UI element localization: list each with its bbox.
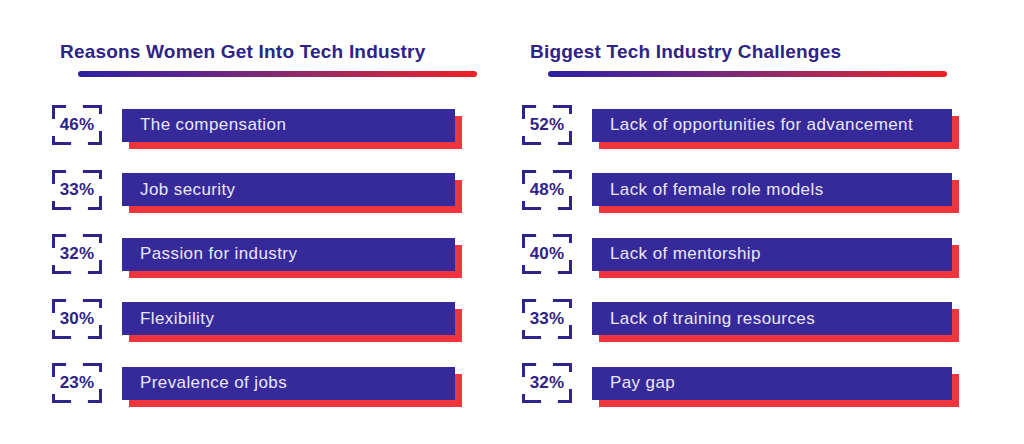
bar-row: 40% Lack of mentorship xyxy=(522,234,959,274)
gradient-underline xyxy=(548,71,947,77)
gradient-underline xyxy=(78,71,477,77)
percent-box: 32% xyxy=(522,363,572,403)
bar-row: 32% Passion for industry xyxy=(52,234,462,274)
percent-value: 32% xyxy=(530,373,565,393)
bar: Pay gap xyxy=(592,367,952,400)
bar-label: Prevalence of jobs xyxy=(140,373,287,393)
bar-label: Pay gap xyxy=(610,373,675,393)
bar: Job security xyxy=(122,173,455,206)
bar-list: 46% The compensation 33% Job security 32… xyxy=(52,105,462,403)
bar-label: Flexibility xyxy=(140,309,214,329)
column-title: Reasons Women Get Into Tech Industry xyxy=(60,42,462,62)
bar-row: 30% Flexibility xyxy=(52,299,462,339)
percent-box: 40% xyxy=(522,234,572,274)
bar: Lack of opportunities for advancement xyxy=(592,109,952,142)
bar: Prevalence of jobs xyxy=(122,367,455,400)
bar-label: Passion for industry xyxy=(140,244,297,264)
percent-value: 23% xyxy=(60,373,95,393)
bar: The compensation xyxy=(122,109,455,142)
bar: Lack of training resources xyxy=(592,302,952,335)
percent-value: 30% xyxy=(60,309,95,329)
bar-label: Lack of training resources xyxy=(610,309,815,329)
bar-row: 33% Job security xyxy=(52,170,462,210)
percent-box: 32% xyxy=(52,234,102,274)
bar-label: Lack of mentorship xyxy=(610,244,761,264)
percent-box: 46% xyxy=(52,105,102,145)
bar-label: Lack of opportunities for advancement xyxy=(610,115,913,135)
bar: Lack of female role models xyxy=(592,173,952,206)
bar-row: 52% Lack of opportunities for advancemen… xyxy=(522,105,959,145)
percent-value: 40% xyxy=(530,244,565,264)
percent-value: 33% xyxy=(60,180,95,200)
bar-row: 32% Pay gap xyxy=(522,363,959,403)
percent-value: 52% xyxy=(530,115,565,135)
bar-row: 46% The compensation xyxy=(52,105,462,145)
bar-row: 23% Prevalence of jobs xyxy=(52,363,462,403)
bar-label: Lack of female role models xyxy=(610,180,824,200)
bar-label: Job security xyxy=(140,180,236,200)
column-reasons: Reasons Women Get Into Tech Industry 46%… xyxy=(52,42,462,428)
bar: Lack of mentorship xyxy=(592,238,952,271)
column-challenges: Biggest Tech Industry Challenges 52% Lac… xyxy=(522,42,959,428)
percent-box: 52% xyxy=(522,105,572,145)
bar-row: 48% Lack of female role models xyxy=(522,170,959,210)
percent-value: 32% xyxy=(60,244,95,264)
bar-label: The compensation xyxy=(140,115,286,135)
percent-box: 33% xyxy=(52,170,102,210)
percent-box: 33% xyxy=(522,299,572,339)
percent-value: 48% xyxy=(530,180,565,200)
column-title: Biggest Tech Industry Challenges xyxy=(530,42,959,62)
percent-box: 48% xyxy=(522,170,572,210)
percent-value: 33% xyxy=(530,309,565,329)
percent-box: 23% xyxy=(52,363,102,403)
percent-box: 30% xyxy=(52,299,102,339)
bar: Flexibility xyxy=(122,302,455,335)
bar-list: 52% Lack of opportunities for advancemen… xyxy=(522,105,959,403)
percent-value: 46% xyxy=(60,115,95,135)
bar-row: 33% Lack of training resources xyxy=(522,299,959,339)
bar: Passion for industry xyxy=(122,238,455,271)
